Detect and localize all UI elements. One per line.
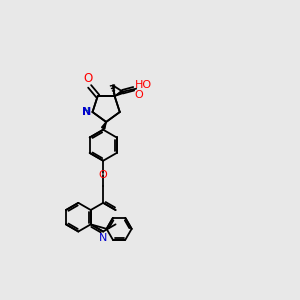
Text: O: O xyxy=(83,72,93,85)
Polygon shape xyxy=(115,90,124,96)
Text: O: O xyxy=(99,170,107,180)
Text: HO: HO xyxy=(135,80,152,90)
Text: H: H xyxy=(82,107,89,117)
Text: O: O xyxy=(135,90,144,100)
Text: N: N xyxy=(99,233,107,243)
Polygon shape xyxy=(101,122,106,129)
Text: N: N xyxy=(82,107,91,117)
